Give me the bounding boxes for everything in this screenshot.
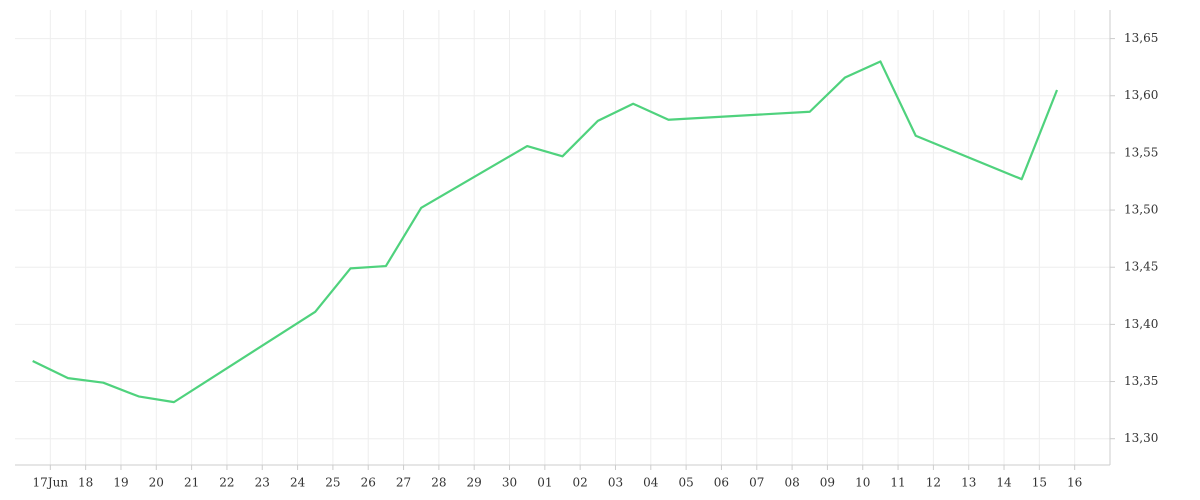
x-tick-label: 27 <box>396 476 411 490</box>
line <box>32 60 1059 404</box>
x-tick-label: 21 <box>184 476 199 490</box>
x-tick-label: 28 <box>431 476 446 490</box>
x-tick-label: 01 <box>537 476 552 490</box>
x-tick-label: 11 <box>890 476 905 490</box>
x-tick-label: 10 <box>855 476 870 490</box>
x-tick-label: 18 <box>78 476 93 490</box>
y-tick-label: 13,55 <box>1124 145 1158 159</box>
x-tick-label: 26 <box>361 476 376 490</box>
x-tick-label: 13 <box>961 476 976 490</box>
y-tick-label: 13,50 <box>1124 203 1158 217</box>
y-tick-label: 13,65 <box>1124 31 1158 45</box>
x-tick-label: 20 <box>149 476 164 490</box>
x-tick-label: 02 <box>573 476 588 490</box>
x-tick-label: 29 <box>467 476 482 490</box>
y-tick-label: 13,35 <box>1124 374 1158 388</box>
x-tick-label: 24 <box>290 476 306 490</box>
x-tick-label: 09 <box>820 476 835 490</box>
x-tick-label: 12 <box>926 476 941 490</box>
x-tick-label: 16 <box>1067 476 1082 490</box>
x-tick-label: 25 <box>325 476 340 490</box>
y-tick-label: 13,40 <box>1124 317 1158 331</box>
x-tick-label: 08 <box>784 476 799 490</box>
x-tick-label: 30 <box>502 476 517 490</box>
x-tick-label: 06 <box>714 476 729 490</box>
x-tick-label: 03 <box>608 476 623 490</box>
x-tick-label: 19 <box>113 476 128 490</box>
x-tick-label: 17Jun <box>33 476 69 490</box>
x-tick-label: 05 <box>678 476 693 490</box>
y-tick-label: 13,60 <box>1124 88 1158 102</box>
x-tick-label: 23 <box>255 476 270 490</box>
y-tick-label: 13,45 <box>1124 260 1158 274</box>
y-tick-label: 13,30 <box>1124 431 1158 445</box>
x-tick-label: 04 <box>643 476 659 490</box>
x-tick-label: 14 <box>996 476 1012 490</box>
x-tick-label: 07 <box>749 476 764 490</box>
x-tick-label: 22 <box>219 476 234 490</box>
x-tick-label: 15 <box>1032 476 1047 490</box>
